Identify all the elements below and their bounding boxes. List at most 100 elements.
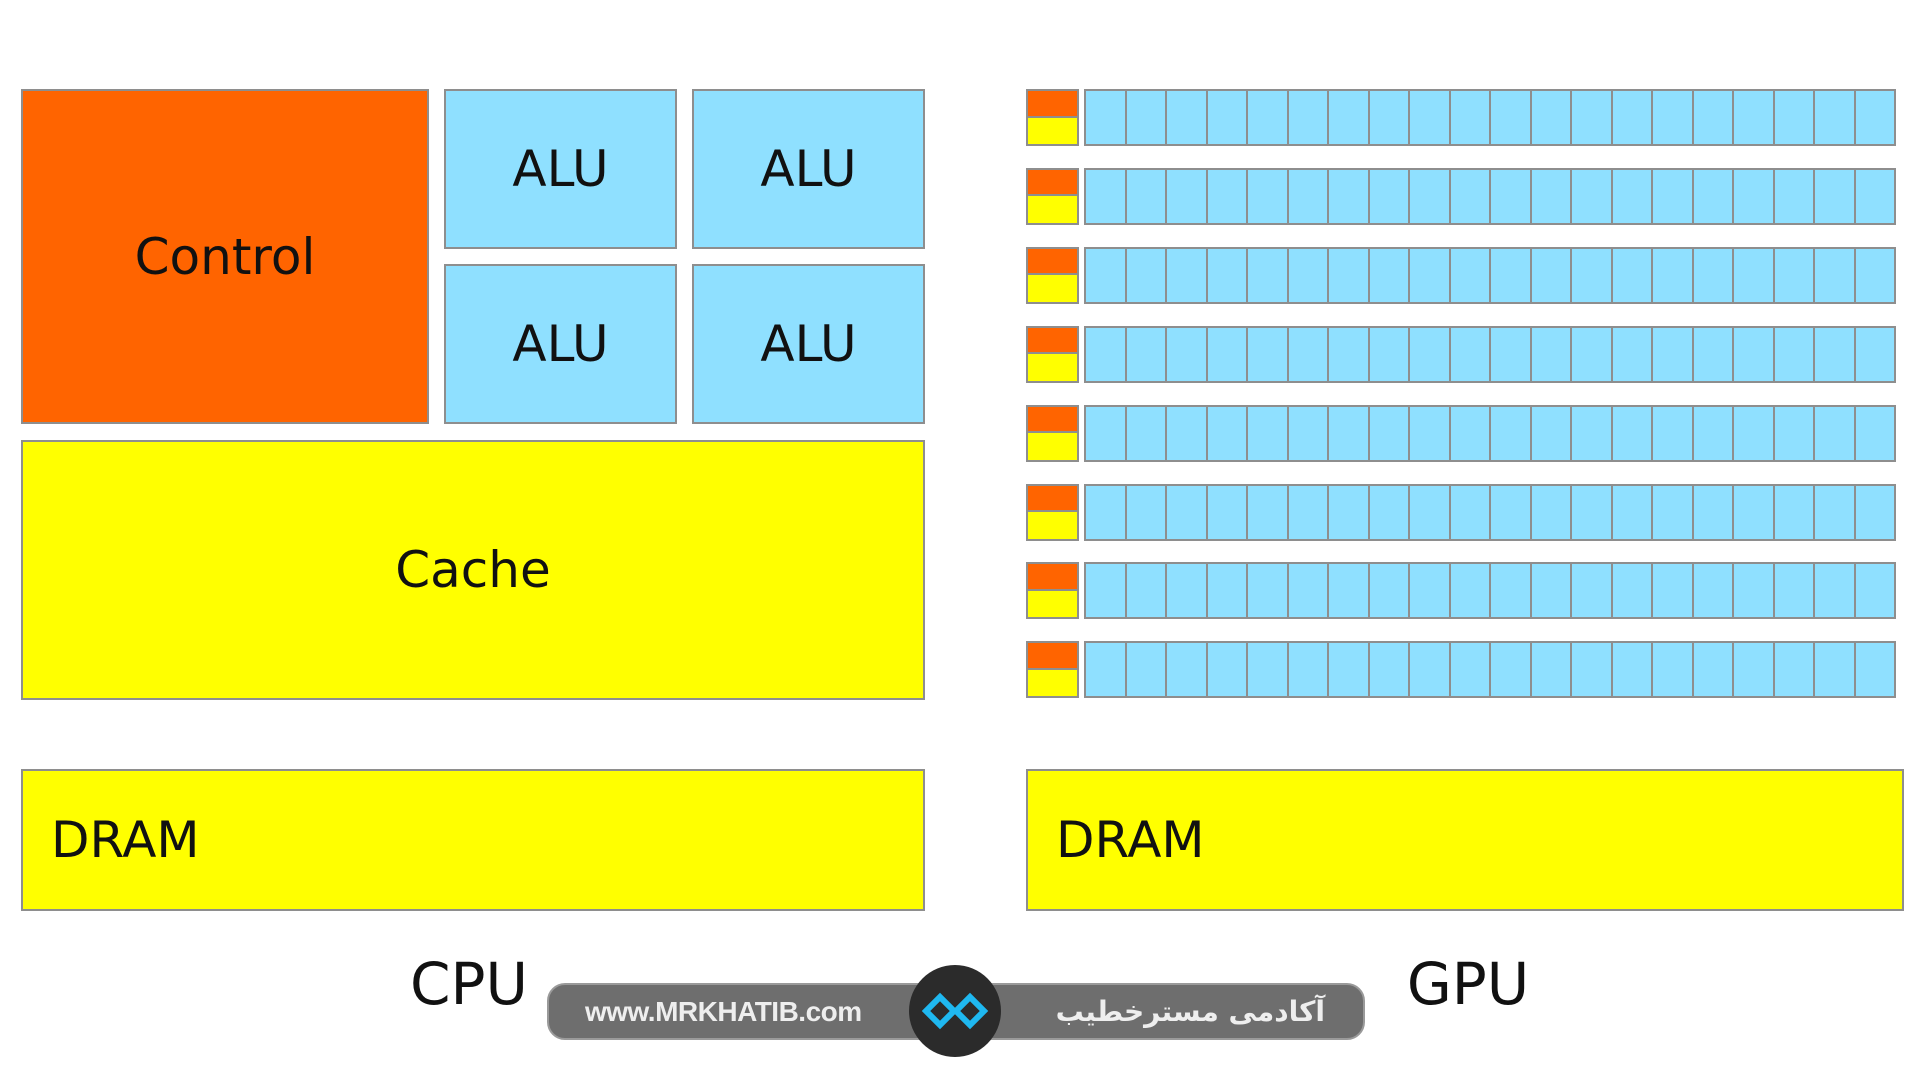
cpu-alu-block: ALU (692, 264, 925, 424)
gpu-alu-cell (1694, 169, 1734, 223)
gpu-alu-cell (1208, 169, 1248, 223)
gpu-alu-cell (1329, 406, 1370, 460)
gpu-alu-cell (1694, 485, 1734, 539)
gpu-alu-cell (1491, 248, 1532, 302)
gpu-control-cache-block (1026, 404, 1079, 462)
gpu-alu-cell (1451, 485, 1491, 539)
gpu-alu-cell (1775, 169, 1815, 223)
gpu-alu-cell (1248, 485, 1289, 539)
gpu-alu-cell (1532, 327, 1572, 381)
gpu-alu-cell (1653, 169, 1694, 223)
gpu-row (1026, 641, 1896, 699)
gpu-cache-block (1028, 196, 1077, 223)
dram-label: DRAM (1056, 811, 1205, 869)
gpu-alu-cell (1451, 248, 1491, 302)
gpu-control-block (1028, 564, 1077, 591)
gpu-cache-block (1028, 117, 1077, 144)
gpu-alu-cell (1775, 485, 1815, 539)
gpu-alu-cell (1086, 91, 1127, 144)
gpu-alu-cell (1734, 248, 1775, 302)
gpu-alu-cell (1289, 485, 1329, 539)
gpu-control-cache-block (1026, 325, 1079, 383)
gpu-alu-cell (1694, 564, 1734, 618)
gpu-alu-cell (1127, 169, 1167, 223)
gpu-row (1026, 483, 1896, 541)
gpu-alu-cell (1248, 248, 1289, 302)
gpu-alu-cell (1086, 169, 1127, 223)
gpu-alu-cell (1856, 407, 1895, 460)
gpu-alu-cell (1815, 91, 1856, 144)
cpu-alu-block: ALU (692, 89, 925, 249)
gpu-alu-cell (1329, 169, 1370, 223)
gpu-alu-cell (1248, 643, 1289, 697)
gpu-alu-cell (1127, 327, 1167, 381)
gpu-alu-cell (1491, 643, 1532, 697)
gpu-control-block (1028, 406, 1077, 434)
gpu-alu-cell (1208, 327, 1248, 381)
gpu-alu-cell (1329, 248, 1370, 302)
gpu-alu-cell (1653, 406, 1694, 460)
cpu-caption: CPU (410, 950, 528, 1018)
gpu-alu-cell (1086, 564, 1127, 618)
gpu-alu-cell (1734, 564, 1775, 618)
gpu-alu-cell (1127, 248, 1167, 302)
gpu-control-cache-block (1026, 89, 1079, 146)
gpu-alu-cell (1856, 486, 1895, 539)
gpu-alu-cell (1329, 91, 1370, 144)
gpu-alu-strip (1084, 325, 1896, 383)
gpu-control-cache-block (1026, 246, 1079, 304)
gpu-alu-cell (1451, 564, 1491, 618)
gpu-alu-cell (1167, 169, 1208, 223)
gpu-alu-cell (1208, 248, 1248, 302)
gpu-alu-cell (1208, 485, 1248, 539)
gpu-alu-cell (1775, 643, 1815, 697)
gpu-cache-block (1028, 433, 1077, 460)
gpu-alu-cell (1410, 248, 1451, 302)
gpu-alu-cell (1248, 169, 1289, 223)
cpu-cache-block: Cache (21, 440, 925, 700)
gpu-alu-cell (1289, 564, 1329, 618)
gpu-alu-cell (1613, 485, 1653, 539)
gpu-alu-cell (1734, 406, 1775, 460)
gpu-alu-cell (1289, 169, 1329, 223)
gpu-alu-cell (1248, 406, 1289, 460)
gpu-alu-cell (1572, 643, 1613, 697)
gpu-alu-cell (1734, 643, 1775, 697)
gpu-alu-cell (1086, 248, 1127, 302)
gpu-alu-cell (1451, 169, 1491, 223)
gpu-alu-cell (1410, 406, 1451, 460)
gpu-alu-cell (1856, 249, 1895, 302)
gpu-alu-cell (1775, 91, 1815, 144)
gpu-alu-cell (1410, 564, 1451, 618)
gpu-alu-cell (1410, 643, 1451, 697)
gpu-alu-cell (1370, 406, 1410, 460)
gpu-control-block (1028, 248, 1077, 276)
gpu-alu-cell (1208, 564, 1248, 618)
gpu-alu-cell (1451, 91, 1491, 144)
gpu-alu-cell (1653, 643, 1694, 697)
gpu-alu-cell (1127, 643, 1167, 697)
gpu-alu-cell (1451, 327, 1491, 381)
gpu-alu-cell (1329, 327, 1370, 381)
gpu-alu-cell (1086, 406, 1127, 460)
gpu-alu-cell (1775, 327, 1815, 381)
gpu-alu-cell (1289, 91, 1329, 144)
gpu-alu-cell (1734, 485, 1775, 539)
gpu-alu-cell (1167, 406, 1208, 460)
gpu-alu-cell (1694, 91, 1734, 144)
gpu-alu-cell (1734, 91, 1775, 144)
gpu-alu-cell (1086, 485, 1127, 539)
gpu-alu-cell (1370, 564, 1410, 618)
gpu-control-cache-block (1026, 167, 1079, 225)
gpu-alu-cell (1167, 485, 1208, 539)
gpu-cache-block (1028, 590, 1077, 618)
gpu-alu-cell (1653, 327, 1694, 381)
gpu-alu-cell (1208, 643, 1248, 697)
gpu-alu-cell (1248, 327, 1289, 381)
gpu-alu-cell (1572, 169, 1613, 223)
gpu-alu-cell (1815, 564, 1856, 618)
alu-label: ALU (512, 140, 609, 198)
dram-label: DRAM (51, 811, 200, 869)
gpu-alu-cell (1491, 327, 1532, 381)
gpu-alu-cell (1653, 91, 1694, 144)
